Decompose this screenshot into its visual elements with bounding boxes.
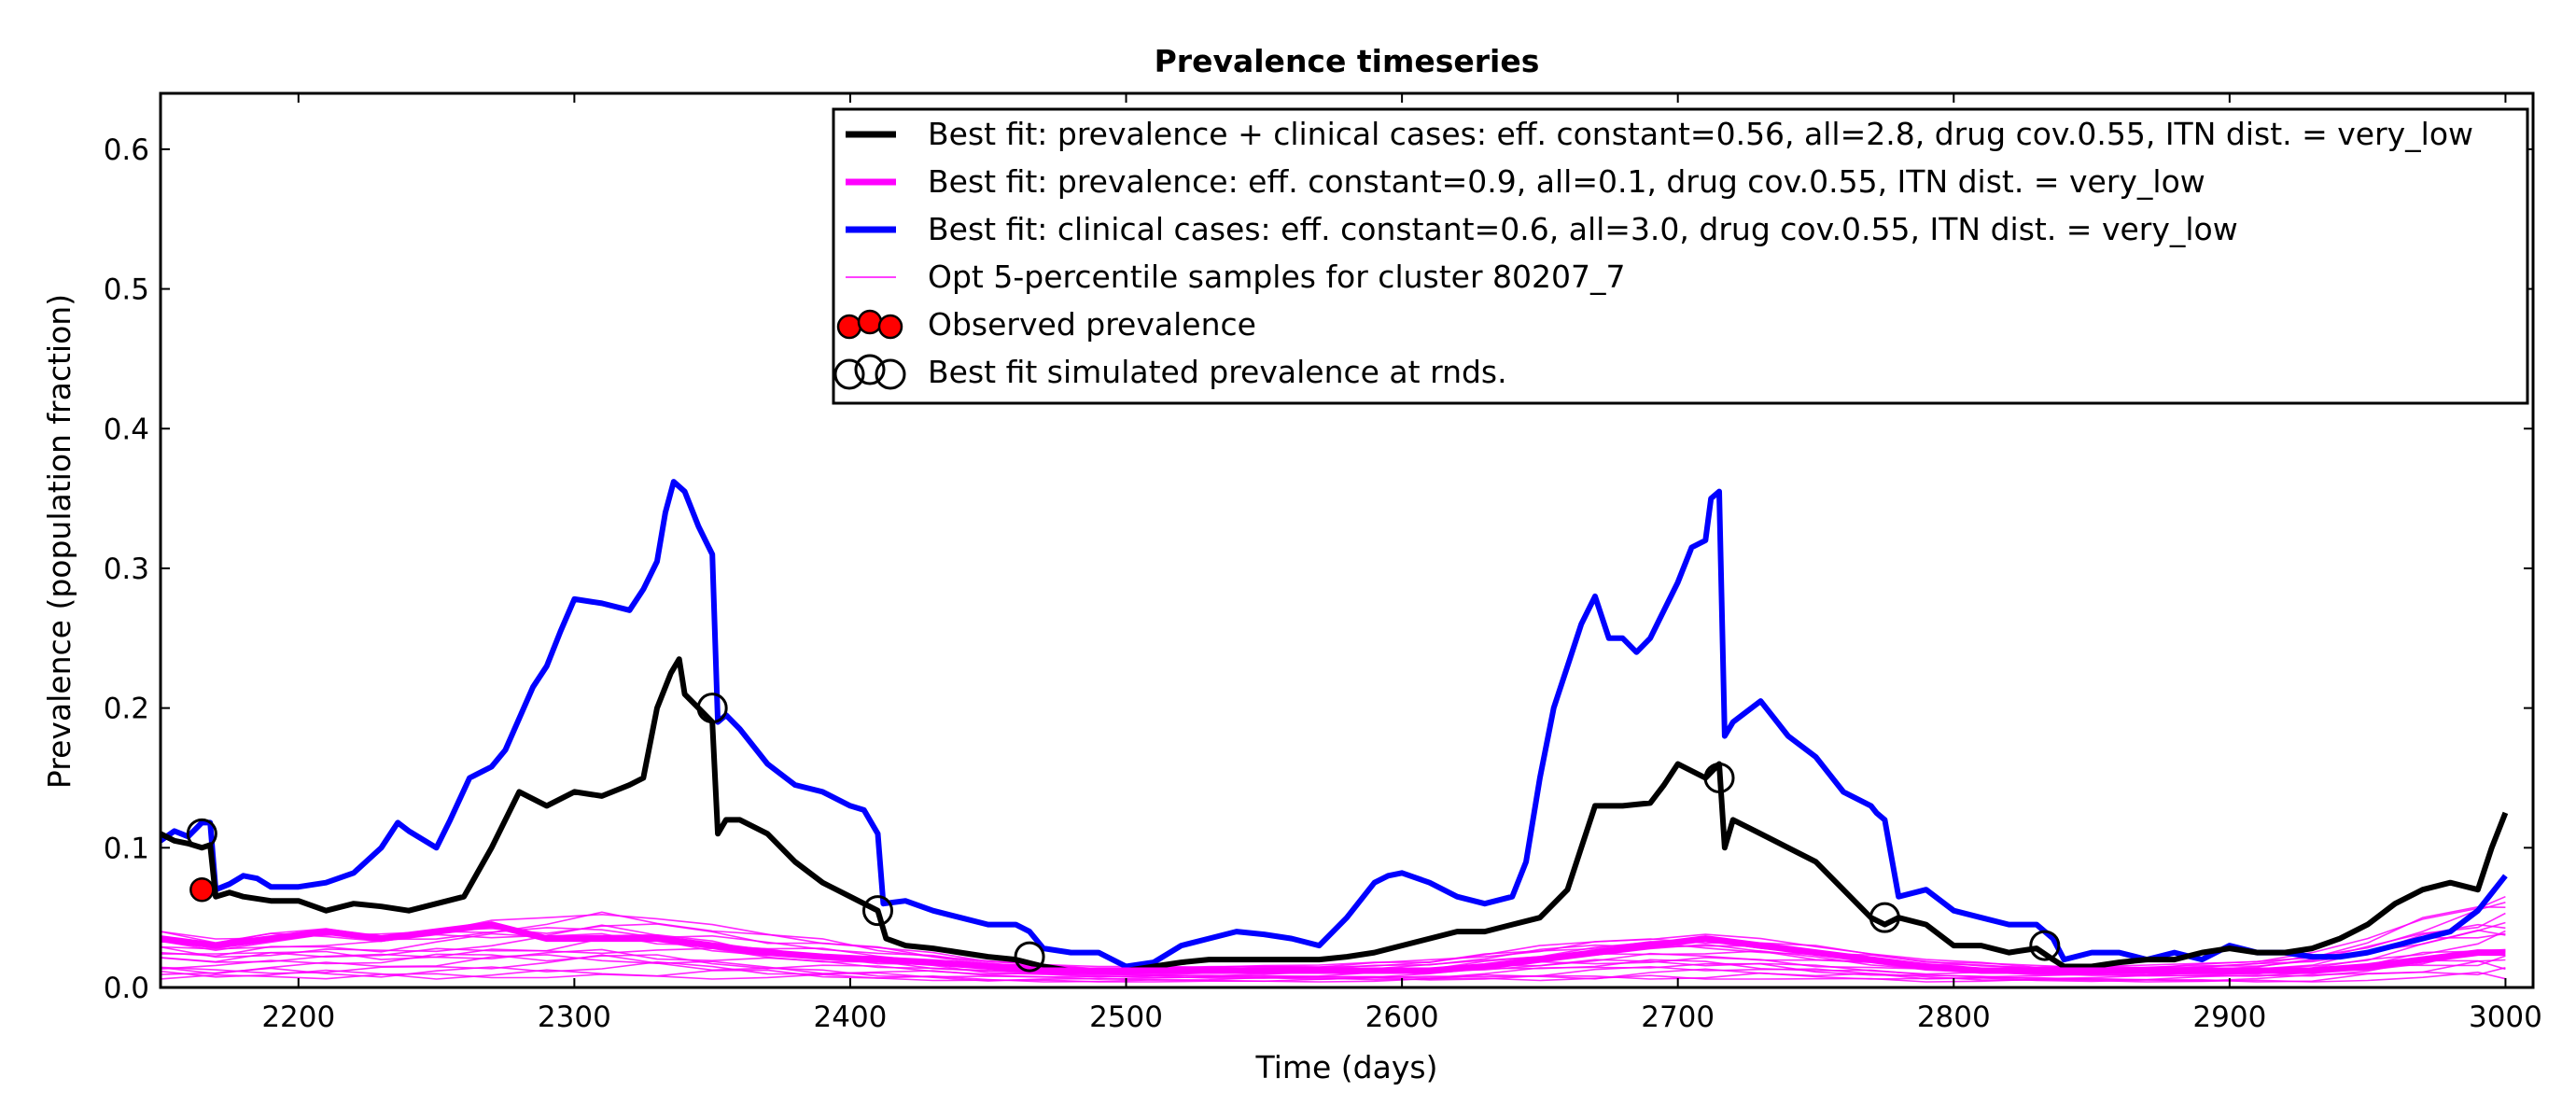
legend-label: Best fit: clinical cases: eff. constant=… — [928, 211, 2238, 247]
y-tick-label: 0.6 — [104, 133, 149, 167]
sample-trace-4 — [161, 954, 2506, 981]
legend-swatch — [854, 354, 886, 385]
y-tick-label: 0.2 — [104, 693, 149, 726]
x-tick-label: 2700 — [1641, 1001, 1715, 1034]
x-tick-label: 2200 — [261, 1001, 335, 1034]
x-tick-label: 2600 — [1365, 1001, 1439, 1034]
x-tick-label: 2800 — [1917, 1001, 1991, 1034]
x-tick-label: 2900 — [2192, 1001, 2266, 1034]
series-line-clinical — [161, 479, 2508, 970]
legend-item-1: Best fit: prevalence + clinical cases: e… — [846, 116, 2473, 152]
legend-label: Best fit simulated prevalence at rnds. — [928, 354, 1507, 390]
y-axis-label: Prevalence (population fraction) — [41, 294, 77, 789]
simulated-prevalence-marker — [186, 818, 217, 849]
observed-prevalence-marker — [189, 876, 215, 903]
simulated-prevalence-marker — [1703, 762, 1735, 793]
simulated-prevalence-marker — [862, 895, 894, 927]
series-line-prevalence — [161, 921, 2506, 974]
chart-title: Prevalence timeseries — [1155, 43, 1540, 79]
sample-trace-1 — [161, 971, 2506, 983]
legend: Best fit: prevalence + clinical cases: e… — [832, 107, 2529, 405]
x-tick-label: 3000 — [2469, 1001, 2542, 1034]
x-axis-ticks: 2200 2300 2400 2500 2600 2700 2800 2900 3000 — [261, 93, 2542, 1034]
simulated-prevalence-marker — [696, 693, 728, 724]
y-tick-label: 0.4 — [104, 413, 149, 446]
legend-swatch — [875, 358, 906, 390]
legend-swatch — [833, 358, 865, 390]
legend-label: Best fit: prevalence: eff. constant=0.9,… — [928, 163, 2205, 200]
legend-label: Observed prevalence — [928, 306, 1256, 343]
series-line-combined — [161, 656, 2509, 973]
x-axis-label: Time (days) — [1255, 1049, 1438, 1085]
x-tick-label: 2400 — [814, 1001, 888, 1034]
y-tick-label: 0.1 — [104, 832, 149, 865]
sample-trace-16 — [161, 895, 2506, 969]
legend-item-6: Best fit simulated prevalence at rnds. — [833, 354, 1507, 390]
plot-series-group — [161, 479, 2509, 983]
y-tick-label: 0.3 — [104, 553, 149, 586]
simulated-prevalence-marker — [2029, 930, 2061, 961]
legend-swatch — [857, 309, 883, 335]
y-tick-label: 0.5 — [104, 273, 149, 307]
plot-markers-group — [186, 693, 2061, 973]
legend-swatch — [877, 314, 903, 340]
x-tick-label: 2300 — [538, 1001, 611, 1034]
simulated-prevalence-marker — [1869, 902, 1900, 933]
plot-frame — [159, 91, 2535, 989]
simulated-prevalence-marker — [1014, 941, 1045, 973]
legend-item-4: Opt 5-percentile samples for cluster 802… — [846, 259, 1626, 295]
legend-label: Opt 5-percentile samples for cluster 802… — [928, 259, 1626, 295]
legend-label: Best fit: prevalence + clinical cases: e… — [928, 116, 2473, 152]
y-tick-label: 0.0 — [104, 972, 149, 1005]
y-axis-ticks: 0.0 0.1 0.2 0.3 0.4 0.5 0.6 — [104, 133, 2533, 1005]
legend-item-2: Best fit: prevalence: eff. constant=0.9,… — [846, 163, 2205, 200]
legend-items: Best fit: prevalence + clinical cases: e… — [833, 116, 2473, 390]
legend-frame — [832, 107, 2529, 405]
legend-item-5: Observed prevalence — [836, 306, 1256, 343]
x-tick-label: 2500 — [1089, 1001, 1163, 1034]
legend-swatch — [836, 314, 862, 340]
legend-item-3: Best fit: clinical cases: eff. constant=… — [846, 211, 2238, 247]
